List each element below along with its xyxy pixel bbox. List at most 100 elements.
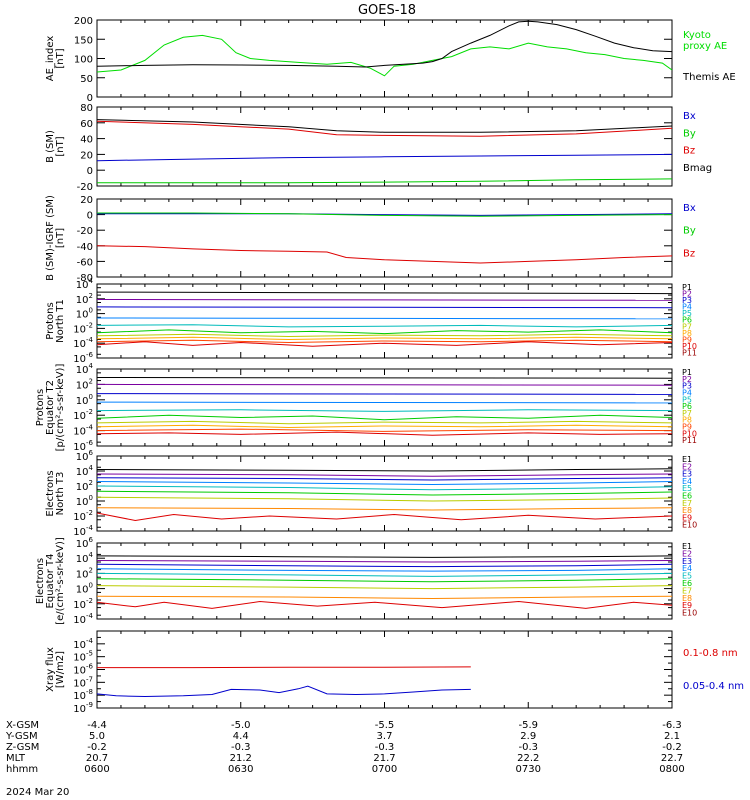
y-axis-label: [W/m2] <box>55 651 66 688</box>
y-tick-label: 200 <box>74 16 93 27</box>
series-line-e1 <box>97 468 672 472</box>
series-line-bz <box>97 120 672 137</box>
series-line-e9 <box>97 512 672 522</box>
y-axis-label: [e/(cm²-s-sr-keV)] <box>55 537 66 625</box>
y-tick-label: 106 <box>76 536 94 550</box>
channel-label: P2 <box>682 290 692 299</box>
channel-label: E9 <box>682 601 692 610</box>
y-tick-label: 0 <box>87 211 93 222</box>
y-tick-label: -60 <box>77 257 93 268</box>
series-group <box>97 666 471 698</box>
channel-label: P4 <box>682 303 692 312</box>
panel-frame <box>96 283 673 359</box>
channel-label: P3 <box>682 296 692 305</box>
y-axis-label: AE_index <box>45 36 56 82</box>
footer-value: 20.7 <box>86 753 108 764</box>
channel-label: P5 <box>682 309 692 318</box>
channel-label: E6 <box>682 492 692 501</box>
channel-label: P7 <box>682 322 692 331</box>
y-tick-exponent: 0 <box>89 393 93 401</box>
series-line-e9 <box>97 600 672 609</box>
series-line-p9 <box>97 339 672 344</box>
series-group <box>97 291 672 347</box>
series-line-e1 <box>97 555 672 558</box>
legend-entry: proxy AE <box>683 41 727 52</box>
y-tick-label: 100 <box>76 494 93 508</box>
legend-entry: Bz <box>683 248 695 259</box>
y-tick-label: 10-4 <box>73 336 93 350</box>
channel-label: E8 <box>682 506 692 515</box>
footer-value: 0730 <box>516 764 541 775</box>
y-axis-label: North T3 <box>55 472 66 516</box>
y-tick-label: 60 <box>80 119 93 130</box>
y-tick-label: 100 <box>76 582 93 596</box>
series-line-e8 <box>97 595 672 600</box>
footer-value: 0800 <box>659 764 684 775</box>
y-tick-label: 10-2 <box>73 408 93 422</box>
footer-value: -0.3 <box>375 742 395 753</box>
series-line-bx <box>97 213 672 216</box>
series-line-p7 <box>97 420 672 425</box>
series-line-by <box>97 212 672 217</box>
y-tick-exponent: -4 <box>86 424 94 432</box>
series-line-e8 <box>97 507 672 511</box>
panel-frame <box>96 106 673 187</box>
legend-entry: Kyoto <box>683 30 711 41</box>
panel-frame <box>96 19 673 98</box>
y-axis-label: [nT] <box>55 136 66 156</box>
footer-value: -0.3 <box>231 742 251 753</box>
footer-value: -5.5 <box>375 720 395 731</box>
series-line-p2 <box>97 299 672 301</box>
y-tick-exponent: -8 <box>86 688 93 696</box>
panel-frame <box>96 198 673 278</box>
y-tick-exponent: 4 <box>89 551 94 559</box>
series-line-p6 <box>97 414 672 421</box>
y-tick-label: 104 <box>76 362 94 376</box>
y-axis-label: [p/(cm²-s-sr-keV)] <box>55 364 66 452</box>
series-line-kyoto-proxy-ae <box>97 34 672 77</box>
footer-row-label: hhmm <box>6 764 38 775</box>
channel-label: E6 <box>682 579 692 588</box>
y-tick-label: 10-4 <box>73 424 93 438</box>
series-line-bmag <box>97 119 672 133</box>
y-tick-label: 106 <box>76 449 94 463</box>
footer-value: 0630 <box>228 764 253 775</box>
y-tick-label: 104 <box>76 464 94 478</box>
y-tick-label: 104 <box>76 551 94 565</box>
series-line-p6 <box>97 329 672 335</box>
y-tick-label: 40 <box>80 135 93 146</box>
series-line-p7 <box>97 333 672 338</box>
channel-label: P5 <box>682 395 692 404</box>
y-tick-label: 10-4 <box>73 612 93 626</box>
y-axis-label: Protons <box>35 389 46 426</box>
series-group <box>97 468 672 522</box>
footer-value: 0700 <box>372 764 397 775</box>
y-tick-label: 80 <box>80 103 93 114</box>
y-tick-exponent: 4 <box>89 362 94 370</box>
series-line-e6 <box>97 578 672 583</box>
y-tick-label: 150 <box>74 35 93 46</box>
y-tick-exponent: 4 <box>89 464 94 472</box>
y-tick-exponent: 4 <box>89 277 94 285</box>
footer-value: 2.9 <box>520 731 536 742</box>
y-tick-exponent: 0 <box>89 307 93 315</box>
channel-label: P6 <box>682 402 692 411</box>
y-tick-label: -80 <box>77 273 93 284</box>
channel-label: E3 <box>682 470 692 479</box>
legend-entry: Themis AE <box>682 72 736 83</box>
y-axis-label: Equator T2 <box>45 380 56 435</box>
footer-row-label: Z-GSM <box>6 742 39 753</box>
legend-entry: Bx <box>683 111 696 122</box>
series-line-bx <box>97 153 672 162</box>
legend-entry: 0.05-0.4 nm <box>683 681 744 692</box>
y-tick-label: 10-2 <box>73 321 93 335</box>
footer-value: 2.1 <box>664 731 680 742</box>
y-tick-label: 102 <box>76 292 93 306</box>
y-tick-label: 20 <box>80 150 93 161</box>
